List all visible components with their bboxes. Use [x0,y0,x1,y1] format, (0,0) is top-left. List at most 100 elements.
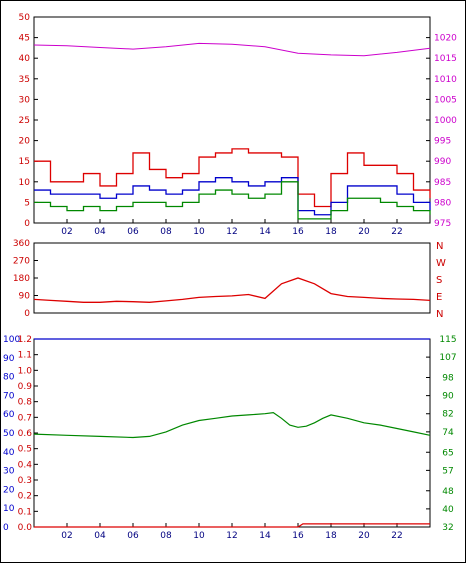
temp-tick-label: 90 [442,392,454,402]
temperature-line [33,411,431,439]
direction-line [33,277,431,303]
wind-x-tick-label: 16 [292,227,304,237]
humidity-tick-label: 50 [3,429,15,439]
compass-label: E [436,292,442,303]
wind-x-tick-label: 14 [259,227,271,237]
rain-temp-x-tick-label: 18 [325,531,337,541]
average-wind-line [34,177,431,216]
barometer-y-tick-label: 1020 [434,34,457,44]
humidity-tick-label: 70 [3,391,15,401]
temp-tick-label: 82 [442,410,453,420]
direction-y-tick-label: 0 [24,309,30,319]
direction-y-tick-label: 90 [19,292,31,302]
wind-x-tick-label: 22 [391,227,402,237]
compass-label: W [436,258,446,269]
wind-x-ticks: 02 04 06 08 10 12 14 16 18 20 22 [61,219,403,237]
rain-tick-label: 0.3 [18,476,32,486]
humidity-tick-label: 90 [3,354,15,364]
direction-y-tick-label: 270 [13,257,30,267]
temp-tick-label: 115 [439,335,456,345]
wind-x-tick-label: 18 [325,227,337,237]
humidity-tick-label: 0 [3,523,9,533]
direction-y-tick-label: 360 [13,239,30,249]
barometer-y-tick-label: 1000 [434,116,457,126]
rain-tick-label: 0.7 [18,413,32,423]
rain-tick-label: 0.4 [18,460,33,470]
temp-tick-label: 74 [442,428,454,438]
temp-tick-label: 65 [442,448,453,458]
humidity-tick-label: 100 [3,335,20,345]
rain-temp-x-tick-label: 06 [127,531,139,541]
humidity-tick-label: 30 [3,467,15,477]
temp-tick-label: 32 [442,523,453,533]
wind-y-tick-label: 30 [19,95,31,105]
temperature-right-ticks: 32 40 48 57 65 74 82 90 98 107 115 [426,335,457,533]
direction-series-line [33,277,431,303]
barometer-y-tick-label: 980 [434,198,451,208]
humidity-left-ticks: 0 10 20 30 40 50 60 70 80 90 100 [3,335,20,533]
direction-left-ticks: 0 90 180 270 360 [13,239,38,319]
barometer-y-tick-label: 985 [434,178,451,188]
wind-x-tick-label: 12 [226,227,237,237]
rain-temp-plot-area [33,338,431,528]
rain-temp-x-tick-label: 12 [226,531,237,541]
wind-x-tick-label: 20 [358,227,370,237]
rain-temp-x-tick-label: 08 [160,531,172,541]
direction-y-tick-label: 180 [13,274,30,284]
wind-y-tick-label: 10 [19,178,31,188]
rain-temp-x-tick-label: 16 [292,531,304,541]
wind-y-tick-label: 25 [19,116,30,126]
rain-temp-x-tick-label: 20 [358,531,370,541]
wind-x-tick-label: 04 [94,227,106,237]
rain-tick-label: 0.0 [18,523,33,533]
wind-x-tick-label: 06 [127,227,139,237]
rain-temp-x-tick-label: 14 [259,531,271,541]
wind-y-tick-label: 20 [19,137,31,147]
humidity-tick-label: 60 [3,410,15,420]
barometer-line [33,42,431,57]
wind-left-ticks: 0 5 10 15 20 25 30 35 40 45 50 [19,13,38,229]
rain-tick-label: 0.2 [18,492,32,502]
rain-temp-x-tick-label: 04 [94,531,106,541]
gust-wind-line [34,148,431,208]
rain-temp-x-tick-label: 02 [61,531,72,541]
rain-tick-label: 0.9 [18,382,33,392]
barometer-right-ticks: 975 980 985 990 995 1000 1005 1010 1015 1020 [426,34,457,229]
rain-temp-x-tick-label: 22 [391,531,402,541]
rain-temp-x-ticks: 02 04 06 08 10 12 14 16 18 20 22 [61,523,403,541]
temp-tick-label: 98 [442,374,454,384]
wind-series-lines [33,42,431,220]
compass-label: S [436,275,442,286]
humidity-tick-label: 10 [3,504,15,514]
barometer-y-tick-label: 995 [434,137,451,147]
compass-label: N [436,309,443,320]
wind-x-tick-label: 02 [61,227,72,237]
barometer-y-tick-label: 975 [434,219,451,229]
wind-x-tick-label: 08 [160,227,172,237]
wind-y-tick-label: 50 [19,13,31,23]
temp-tick-label: 40 [442,505,454,515]
temp-tick-label: 57 [442,466,453,476]
barometer-y-tick-label: 1005 [434,95,457,105]
direction_speed-wind-line [34,181,431,220]
rain-temp-x-tick-label: 10 [193,531,205,541]
humidity-tick-label: 80 [3,373,15,383]
rain-tick-label: 1.0 [18,366,33,376]
wind-y-tick-label: 35 [19,75,30,85]
barometer-y-tick-label: 1015 [434,54,457,64]
wind-y-tick-label: 5 [24,198,30,208]
rain-tick-label: 0.8 [18,398,33,408]
humidity-tick-label: 20 [3,485,15,495]
wind-x-tick-label: 10 [193,227,205,237]
barometer-y-tick-label: 1010 [434,75,457,85]
rain-tick-label: 0.6 [18,429,33,439]
rain-line [34,523,430,528]
wind-y-tick-label: 40 [19,54,31,64]
temp-tick-label: 48 [442,487,454,497]
wind-y-tick-label: 0 [24,219,30,229]
rain-tick-label: 0.1 [18,507,32,517]
rain-tick-label: 1.1 [18,351,32,361]
